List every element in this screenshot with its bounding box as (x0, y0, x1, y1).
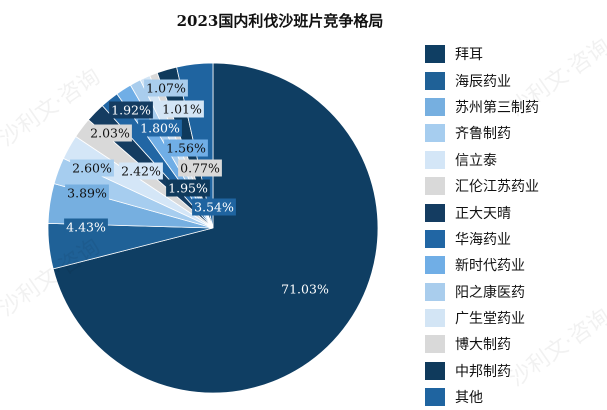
data-label-background (70, 159, 114, 177)
legend-item: 博大制药 (425, 331, 539, 357)
data-label: 1.92% (111, 103, 151, 118)
legend-label: 齐鲁制药 (455, 126, 511, 143)
legend-label: 阳之康医药 (455, 284, 525, 301)
legend-item: 海辰药业 (425, 67, 539, 93)
data-label-background (178, 159, 222, 177)
data-label: 1.56% (166, 141, 206, 156)
legend-swatch (425, 256, 445, 275)
legend-item: 汇伦江苏药业 (425, 173, 539, 199)
data-labels: 71.03% 4.43% 3.89% 2.60% 2.42% 2.03% 1.92% 1.80… (64, 79, 329, 297)
legend-item: 新时代药业 (425, 252, 539, 278)
legend-swatch (425, 203, 445, 222)
data-label: 2.03% (90, 126, 130, 141)
data-label-background (119, 162, 163, 180)
legend-item: 齐鲁制药 (425, 120, 539, 146)
legend-label: 中邦制药 (455, 363, 511, 380)
legend-item: 中邦制药 (425, 358, 539, 384)
data-label: 2.42% (121, 164, 161, 179)
pie-slice (52, 62, 379, 394)
legend-swatch (425, 361, 445, 380)
data-label: 2.60% (72, 161, 112, 176)
legend-label: 汇伦江苏药业 (455, 179, 539, 196)
legend-swatch (425, 282, 445, 301)
legend: 拜耳海辰药业苏州第三制药 齐鲁制药信立泰汇伦江苏药业 正大天晴华海药业新时代药业阳之… (425, 41, 539, 410)
data-label: 71.03% (281, 282, 329, 297)
data-label-background (160, 100, 204, 118)
data-label-background (164, 139, 208, 157)
data-label-background (192, 198, 236, 216)
legend-label: 博大制药 (455, 337, 511, 354)
data-label-background (88, 124, 132, 142)
legend-label: 华海药业 (455, 231, 511, 248)
chart-title: 2023国内利伐沙班片竞争格局 (176, 12, 384, 30)
data-label: 3.54% (194, 200, 234, 215)
data-label: 1.01% (162, 102, 202, 117)
legend-swatch (425, 177, 445, 196)
data-label-background (65, 184, 109, 202)
data-label: 1.07% (146, 81, 186, 96)
legend-swatch (425, 388, 445, 407)
legend-swatch (425, 229, 445, 248)
legend-label: 广生堂药业 (455, 311, 525, 328)
data-label: 1.95% (168, 181, 208, 196)
legend-item: 广生堂药业 (425, 305, 539, 331)
data-label: 1.80% (140, 121, 180, 136)
data-label: 4.43% (66, 220, 106, 235)
data-label-background (64, 218, 108, 236)
legend-label: 苏州第三制药 (455, 99, 539, 116)
legend-item: 其他 (425, 384, 539, 410)
data-label: 0.77% (180, 161, 220, 176)
legend-label: 正大天晴 (455, 205, 511, 222)
legend-item: 苏州第三制药 (425, 94, 539, 120)
legend-label: 其他 (455, 390, 483, 407)
legend-label: 新时代药业 (455, 258, 525, 275)
legend-label: 拜耳 (455, 47, 483, 64)
legend-item: 拜耳 (425, 41, 539, 67)
data-label-background (166, 179, 210, 197)
legend-label: 信立泰 (455, 152, 497, 169)
legend-swatch (425, 124, 445, 143)
legend-item: 正大天晴 (425, 199, 539, 225)
legend-label: 海辰药业 (455, 73, 511, 90)
legend-item: 阳之康医药 (425, 279, 539, 305)
data-label-background (109, 101, 153, 119)
legend-swatch (425, 97, 445, 116)
legend-item: 华海药业 (425, 226, 539, 252)
legend-swatch (425, 71, 445, 90)
data-label-background (144, 79, 188, 97)
data-label-background (138, 119, 182, 137)
data-label: 3.89% (67, 186, 107, 201)
legend-swatch (425, 45, 445, 64)
legend-item: 信立泰 (425, 147, 539, 173)
legend-swatch (425, 309, 445, 328)
legend-swatch (425, 150, 445, 169)
legend-swatch (425, 335, 445, 354)
